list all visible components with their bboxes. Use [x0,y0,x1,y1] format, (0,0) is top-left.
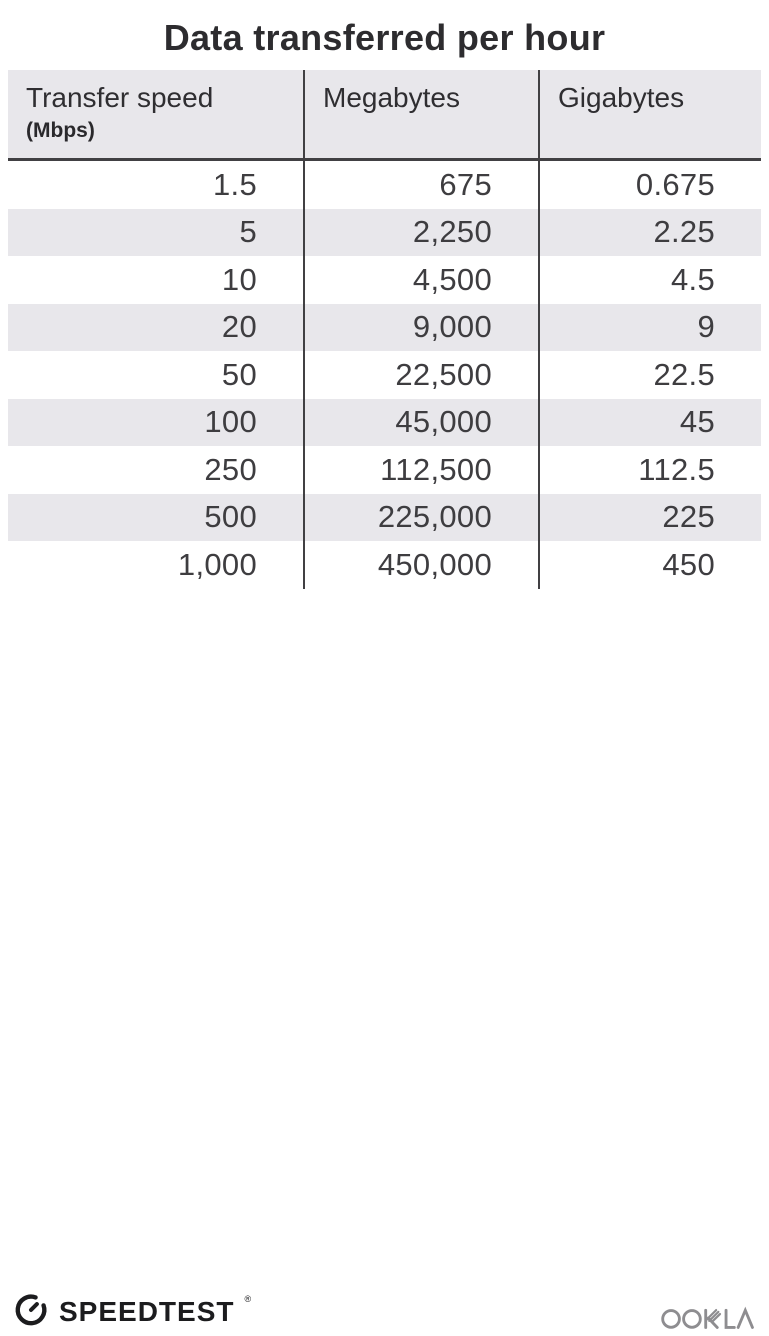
cell-gigabytes: 9 [538,303,761,351]
cell-megabytes: 45,000 [303,398,538,446]
speedtest-logo: SPEEDTEST ® [12,1290,251,1333]
table-row: 1,000 450,000 450 [8,541,761,589]
ookla-wordmark-icon [660,1306,758,1335]
table-row: 1.5 675 0.675 [8,161,761,209]
cell-megabytes: 675 [303,161,538,209]
table-body: 1.5 675 0.675 5 2,250 2.25 10 4,500 4.5 … [8,161,761,589]
page-title: Data transferred per hour [163,17,606,58]
cell-transfer-speed: 100 [204,404,257,440]
table-row: 20 9,000 9 [8,303,761,351]
cell-megabytes: 22,500 [303,351,538,399]
table-header-row: Transfer speed (Mbps) Megabytes Gigabyte… [8,70,761,161]
column-header-label: Megabytes [323,82,460,113]
cell-gigabytes: 22.5 [538,351,761,399]
cell-transfer-speed: 5 [239,214,257,250]
table-row: 500 225,000 225 [8,493,761,541]
cell-transfer-speed: 500 [204,499,257,535]
speedtest-wordmark: SPEEDTEST [59,1295,235,1327]
speedtest-gauge-icon [12,1290,50,1333]
cell-gigabytes: 225 [538,493,761,541]
cell-megabytes: 112,500 [303,446,538,494]
column-header-label: Gigabytes [558,82,685,113]
cell-megabytes: 225,000 [303,493,538,541]
cell-transfer-speed: 1.5 [213,166,257,202]
table-row: 50 22,500 22.5 [8,351,761,399]
table-row: 100 45,000 45 [8,398,761,446]
cell-transfer-speed: 20 [221,309,257,345]
column-header-megabytes: Megabytes [303,70,538,158]
column-header-gigabytes: Gigabytes [538,70,761,158]
cell-megabytes: 2,250 [303,208,538,256]
cell-transfer-speed: 1,000 [177,546,257,582]
column-header-transfer-speed: Transfer speed (Mbps) [8,70,303,158]
cell-gigabytes: 4.5 [538,256,761,304]
infographic: Data transferred per hour Transfer speed… [0,17,769,1329]
cell-megabytes: 4,500 [303,256,538,304]
cell-transfer-speed: 250 [204,451,257,487]
cell-megabytes: 450,000 [303,541,538,589]
cell-gigabytes: 45 [538,398,761,446]
column-header-unit: (Mbps) [26,119,95,143]
footer: SPEEDTEST ® [0,638,769,1329]
cell-gigabytes: 450 [538,541,761,589]
table-row: 5 2,250 2.25 [8,208,761,256]
cell-gigabytes: 0.675 [538,161,761,209]
cell-megabytes: 9,000 [303,303,538,351]
cell-transfer-speed: 50 [221,356,257,392]
ookla-logo [660,1298,758,1336]
data-table: Transfer speed (Mbps) Megabytes Gigabyte… [8,70,761,589]
table-row: 250 112,500 112.5 [8,446,761,494]
cell-gigabytes: 2.25 [538,208,761,256]
cell-transfer-speed: 10 [221,261,257,297]
registered-trademark-symbol: ® [244,1294,252,1304]
table-row: 10 4,500 4.5 [8,256,761,304]
cell-gigabytes: 112.5 [538,446,761,494]
column-header-label: Transfer speed [26,82,214,113]
